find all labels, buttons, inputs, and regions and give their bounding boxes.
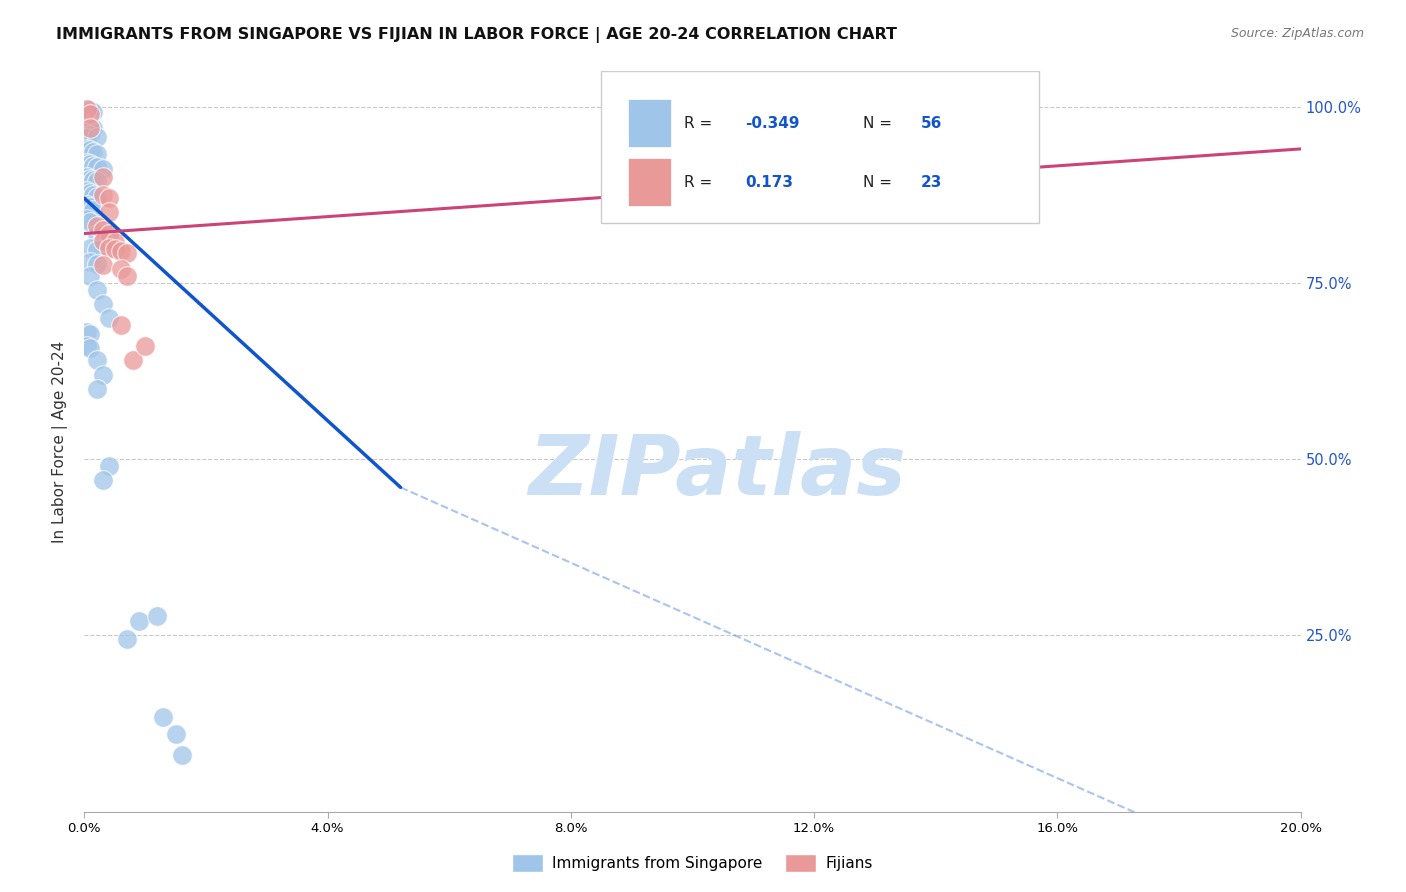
Point xyxy=(82,202,104,217)
Point xyxy=(91,297,114,311)
Point xyxy=(91,258,114,272)
Point xyxy=(76,212,98,227)
Point xyxy=(104,235,127,249)
Point xyxy=(76,170,98,185)
FancyBboxPatch shape xyxy=(628,99,671,147)
Legend: Immigrants from Singapore, Fijians: Immigrants from Singapore, Fijians xyxy=(506,848,879,878)
Point xyxy=(79,327,101,342)
FancyBboxPatch shape xyxy=(602,71,1039,223)
Point xyxy=(97,205,120,219)
Text: ZIPatlas: ZIPatlas xyxy=(527,431,905,512)
Point xyxy=(79,214,101,228)
Point xyxy=(86,382,108,396)
Text: 56: 56 xyxy=(921,116,942,131)
Y-axis label: In Labor Force | Age 20-24: In Labor Force | Age 20-24 xyxy=(52,341,69,542)
Text: R =: R = xyxy=(683,116,717,131)
Point xyxy=(76,198,98,212)
Point xyxy=(91,473,114,487)
Point xyxy=(115,268,138,283)
Point xyxy=(79,268,101,283)
Point xyxy=(110,244,132,259)
Point xyxy=(82,120,104,135)
Point xyxy=(97,311,120,326)
Text: -0.349: -0.349 xyxy=(745,116,799,131)
Point xyxy=(91,227,114,242)
Point xyxy=(91,223,114,237)
Point xyxy=(82,159,104,173)
Point xyxy=(110,261,132,276)
Point xyxy=(79,144,101,158)
Point xyxy=(79,120,101,135)
Point xyxy=(91,170,114,185)
Point xyxy=(86,130,108,145)
Text: 23: 23 xyxy=(921,175,942,190)
Point xyxy=(76,325,98,339)
Point xyxy=(86,243,108,257)
Point xyxy=(76,103,98,117)
Point xyxy=(86,283,108,297)
Point xyxy=(91,161,114,176)
Point xyxy=(863,100,886,114)
Point xyxy=(152,709,174,723)
Text: R =: R = xyxy=(683,175,721,190)
Point xyxy=(82,188,104,202)
Point xyxy=(86,227,108,241)
Point xyxy=(76,184,98,198)
Text: N =: N = xyxy=(863,116,897,131)
Point xyxy=(86,174,108,188)
Point xyxy=(128,615,150,629)
Point xyxy=(97,459,120,474)
Point xyxy=(86,257,108,271)
Point xyxy=(79,157,101,171)
Point xyxy=(79,106,101,120)
Point xyxy=(86,146,108,161)
Point xyxy=(97,191,120,205)
Point xyxy=(79,201,101,215)
Point xyxy=(115,246,138,260)
Point xyxy=(79,120,101,134)
Point xyxy=(76,156,98,170)
Text: IMMIGRANTS FROM SINGAPORE VS FIJIAN IN LABOR FORCE | AGE 20-24 CORRELATION CHART: IMMIGRANTS FROM SINGAPORE VS FIJIAN IN L… xyxy=(56,27,897,43)
Point xyxy=(79,186,101,201)
Point xyxy=(76,103,98,117)
Point xyxy=(134,339,156,353)
Point xyxy=(79,171,101,186)
Point xyxy=(110,318,132,333)
Point xyxy=(79,342,101,356)
Point xyxy=(76,131,98,145)
Point xyxy=(170,748,193,763)
Point xyxy=(91,234,114,248)
Point xyxy=(82,145,104,160)
Point xyxy=(86,219,108,234)
Point xyxy=(79,128,101,142)
Point xyxy=(91,368,114,382)
Point xyxy=(82,173,104,187)
Point xyxy=(82,104,104,119)
Point xyxy=(115,632,138,646)
Point xyxy=(79,254,101,268)
Point xyxy=(91,187,114,202)
Point xyxy=(76,117,98,131)
Point xyxy=(86,353,108,368)
Text: 0.173: 0.173 xyxy=(745,175,793,190)
Point xyxy=(79,103,101,117)
Point xyxy=(97,241,120,255)
Point xyxy=(76,142,98,156)
Point xyxy=(97,227,120,241)
Point xyxy=(104,242,127,256)
Point xyxy=(86,190,108,204)
Text: N =: N = xyxy=(863,175,897,190)
Point xyxy=(146,608,169,623)
Point xyxy=(165,727,187,741)
Point xyxy=(122,353,145,368)
Text: Source: ZipAtlas.com: Source: ZipAtlas.com xyxy=(1230,27,1364,40)
Point xyxy=(76,339,98,353)
FancyBboxPatch shape xyxy=(628,159,671,206)
Point xyxy=(86,161,108,175)
Point xyxy=(79,241,101,255)
